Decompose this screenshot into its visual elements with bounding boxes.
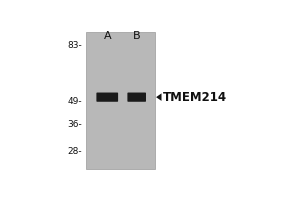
FancyBboxPatch shape	[96, 93, 118, 102]
Polygon shape	[156, 93, 161, 101]
Text: 49-: 49-	[68, 97, 82, 106]
Text: A: A	[103, 31, 111, 41]
Text: 28-: 28-	[68, 147, 82, 156]
Text: 83-: 83-	[68, 41, 82, 50]
Text: TMEM214: TMEM214	[163, 91, 227, 104]
Bar	[85, 32, 155, 169]
Text: B: B	[133, 31, 140, 41]
Text: 36-: 36-	[68, 120, 82, 129]
FancyBboxPatch shape	[128, 93, 146, 102]
